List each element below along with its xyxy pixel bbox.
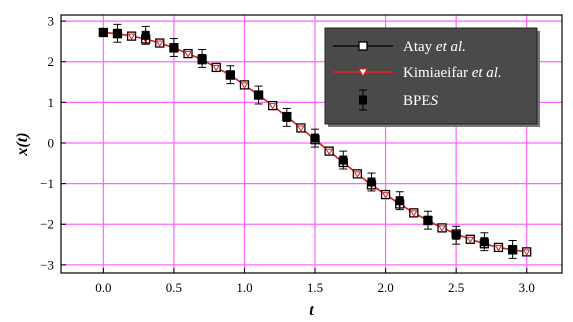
kimiaeifar-point (522, 249, 531, 256)
bpes-point (141, 30, 150, 40)
kimiaeifar-point (268, 103, 277, 110)
bpes-point (169, 43, 178, 53)
kimiaeifar-point (127, 33, 136, 41)
legend-bpes-marker (359, 95, 367, 105)
legend: Atay et al.Kimiaeifar et al.BPES (324, 27, 540, 127)
bpes-point (423, 215, 432, 225)
bpes-point (226, 70, 235, 80)
x-ticks: 0.0 0.5 1.0 1.5 2.0 2.5 3.0 (95, 268, 535, 295)
y-tick-label: −1 (40, 176, 54, 191)
bpes-point (367, 177, 376, 187)
kimiaeifar-point (353, 171, 362, 178)
bpes-point (282, 112, 291, 122)
legend-label-part: et al. (472, 65, 502, 81)
legend-label: BPES (403, 93, 439, 109)
y-tick-label: −2 (40, 217, 54, 232)
legend-kimiaeifar-marker (358, 68, 368, 78)
legend-label-part: Atay (403, 39, 436, 55)
x-tick-label: 0.0 (95, 280, 111, 295)
legend-atay-marker (358, 41, 368, 51)
legend-label-part: Kimiaeifar (403, 65, 472, 81)
y-axis-label: x(t) (14, 132, 31, 156)
series-layer (98, 23, 532, 259)
x-tick-label: 1.0 (236, 280, 252, 295)
legend-label: Kimiaeifar et al. (403, 65, 502, 81)
x-tick-label: 3.0 (519, 280, 535, 295)
kimiaeifar-point (240, 82, 249, 89)
y-tick-label: −3 (40, 257, 54, 272)
kimiaeifar-point (494, 244, 503, 252)
y-tick-label: 1 (48, 95, 55, 110)
plot-frame (60, 14, 563, 274)
bpes-point (99, 27, 108, 37)
legend-label: Atay et al. (403, 39, 466, 55)
bpes-point (339, 155, 348, 165)
y-ticks: 3 2 1 0 −1 −2 −3 (40, 14, 66, 272)
x-axis-label: t (309, 302, 314, 319)
kimiaeifar-point (155, 40, 164, 48)
bpes-point (508, 244, 517, 254)
kimiaeifar-point (381, 192, 390, 199)
bpes-point (198, 53, 207, 63)
legend-label-part: BPE (403, 93, 431, 109)
bpes-point (113, 28, 122, 38)
kimiaeifar-point (438, 225, 446, 232)
y-tick-label: 2 (48, 54, 55, 69)
bpes-point (254, 90, 263, 100)
bpes-point (452, 230, 461, 240)
kimiaeifar-point (466, 236, 475, 244)
y-tick-label: 0 (48, 135, 55, 150)
legend-label-part: S (431, 93, 439, 109)
kimiaeifar-point (297, 125, 305, 132)
bpes-point (395, 196, 404, 206)
kimiaeifar-point (184, 51, 192, 58)
bpes-point (311, 133, 320, 143)
kimiaeifar-point (325, 148, 334, 156)
kimiaeifar-point (409, 210, 418, 217)
legend-label-part: et al. (436, 39, 466, 55)
x-tick-label: 0.5 (166, 280, 182, 295)
x-tick-label: 2.5 (448, 280, 464, 295)
kimiaeifar-point (212, 64, 221, 72)
y-tick-label: 3 (48, 14, 55, 29)
bpes-point (480, 237, 489, 247)
x-tick-label: 1.5 (307, 280, 323, 295)
x-tick-label: 2.0 (377, 280, 393, 295)
